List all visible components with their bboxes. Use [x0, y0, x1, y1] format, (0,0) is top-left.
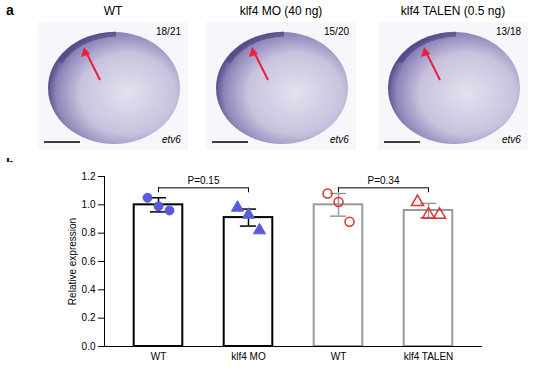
svg-text:0.8: 0.8	[82, 227, 96, 238]
svg-text:0.4: 0.4	[82, 284, 96, 295]
html-text:klf4 MO (40 ng): klf4 MO (40 ng)	[239, 4, 323, 18]
svg-text:0.6: 0.6	[82, 256, 96, 267]
svg-text:0.2: 0.2	[82, 312, 96, 323]
svg-text:WT: WT	[331, 351, 347, 362]
html-text:b: b	[6, 156, 15, 172]
svg-text:1.0: 1.0	[82, 199, 96, 210]
html-text:WT: WT	[103, 4, 123, 18]
svg-text:0.0: 0.0	[82, 341, 96, 352]
html-text:etv6: etv6	[330, 134, 349, 145]
html-text:klf4 TALEN (0.5 ng): klf4 TALEN (0.5 ng)	[400, 4, 506, 18]
html-text:13/18: 13/18	[496, 26, 521, 37]
svg-text:P=0.34: P=0.34	[368, 175, 400, 186]
html-text:18/21: 18/21	[156, 26, 181, 37]
svg-text:Relative expression: Relative expression	[67, 218, 78, 305]
svg-text:1.2: 1.2	[82, 171, 96, 182]
svg-text:klf4 MO: klf4 MO	[231, 351, 266, 362]
svg-text:WT: WT	[151, 351, 167, 362]
html-text:etv6: etv6	[502, 134, 521, 145]
html-text:a: a	[6, 2, 14, 18]
html-text:etv6: etv6	[162, 134, 181, 145]
svg-text:klf4 TALEN: klf4 TALEN	[404, 351, 454, 362]
html-text:15/20: 15/20	[324, 26, 349, 37]
svg-text:P=0.15: P=0.15	[188, 175, 220, 186]
